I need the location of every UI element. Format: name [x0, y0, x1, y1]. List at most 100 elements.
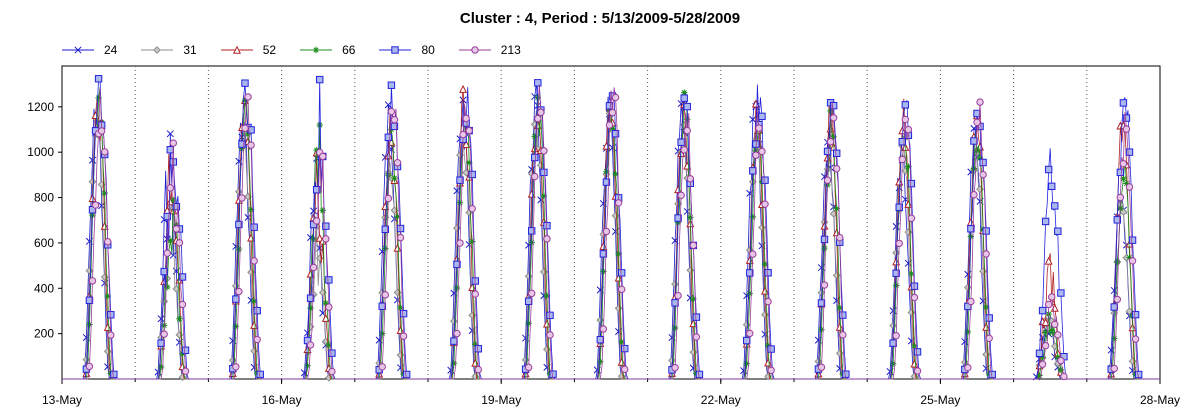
data-point [456, 239, 464, 247]
data-point [823, 147, 832, 156]
data-point [979, 158, 987, 167]
data-point [163, 212, 171, 221]
data-point [692, 333, 701, 341]
data-point [543, 235, 551, 243]
data-point [1042, 329, 1049, 336]
data-point [671, 324, 679, 332]
data-point [1119, 159, 1128, 168]
data-point [313, 146, 320, 154]
data-point [453, 260, 461, 269]
legend: 24 31 52 66 80 213 [60, 40, 543, 60]
data-point [1060, 372, 1068, 381]
data-point [746, 269, 754, 277]
y-tick-label: 800 [34, 191, 54, 205]
data-point [895, 203, 903, 211]
data-point [599, 241, 608, 250]
data-point [1041, 317, 1050, 326]
data-point [755, 124, 763, 132]
data-point [911, 342, 918, 350]
data-point [166, 146, 174, 154]
data-point [689, 319, 698, 328]
data-point [1128, 257, 1137, 265]
data-point [683, 102, 691, 111]
data-point [821, 244, 828, 252]
data-point [1054, 354, 1062, 361]
data-point [677, 191, 685, 200]
data-point [385, 171, 392, 179]
data-point [1114, 258, 1121, 266]
data-point [820, 235, 829, 244]
data-point [94, 75, 103, 83]
data-point [164, 283, 171, 291]
data-point [456, 199, 464, 206]
data-point [671, 299, 679, 307]
data-point [764, 358, 773, 367]
data-point [684, 116, 691, 123]
data-point [764, 297, 772, 306]
legend-label: 66 [342, 43, 356, 57]
data-point [235, 287, 243, 296]
data-point [310, 207, 318, 215]
data-point [100, 221, 109, 230]
data-point [157, 339, 165, 347]
data-point [534, 79, 542, 87]
data-point [391, 174, 398, 182]
data-point [608, 108, 617, 117]
data-point [101, 148, 109, 156]
data-point [469, 238, 476, 245]
data-point [910, 359, 919, 368]
data-point [322, 222, 330, 230]
data-point [244, 130, 252, 138]
data-point [462, 139, 471, 148]
legend-swatch [220, 45, 253, 54]
data-point [540, 147, 548, 155]
data-point [964, 328, 972, 336]
data-point [524, 363, 533, 372]
data-point [1126, 254, 1133, 261]
legend-item-213: 213 [457, 43, 521, 57]
data-point [459, 96, 467, 104]
data-point [746, 290, 753, 297]
data-point [157, 363, 165, 371]
data-point [306, 294, 315, 302]
data-point [889, 339, 897, 347]
data-point [250, 297, 258, 305]
data-point [1110, 364, 1118, 373]
data-point [1128, 236, 1137, 244]
data-point [680, 146, 688, 154]
data-point [1035, 349, 1044, 357]
data-point [907, 179, 916, 188]
data-point [817, 363, 826, 371]
data-point [839, 311, 847, 319]
data-point [1125, 148, 1134, 156]
data-point [767, 366, 775, 374]
data-point [540, 168, 548, 177]
legend-marker [153, 46, 162, 54]
data-point [970, 137, 978, 145]
data-point [549, 370, 557, 378]
data-point [402, 370, 411, 379]
data-point [758, 112, 766, 121]
data-point [232, 295, 240, 303]
data-point [306, 341, 315, 349]
data-point [459, 130, 467, 139]
data-point [600, 268, 607, 275]
data-point [387, 107, 396, 116]
data-point [160, 322, 168, 329]
data-point [304, 362, 311, 369]
data-point [621, 365, 629, 374]
data-point [468, 170, 476, 179]
data-point [1036, 372, 1043, 379]
data-point [683, 207, 691, 216]
data-point [163, 249, 171, 257]
y-tick-label: 600 [34, 236, 54, 250]
legend-label: 80 [421, 43, 435, 57]
data-point [1131, 310, 1140, 319]
legend-marker [232, 45, 241, 54]
data-point [468, 204, 476, 213]
data-point [749, 167, 757, 175]
data-point [325, 276, 333, 284]
data-point [749, 213, 757, 220]
data-point [241, 79, 249, 87]
data-point [1122, 114, 1131, 122]
